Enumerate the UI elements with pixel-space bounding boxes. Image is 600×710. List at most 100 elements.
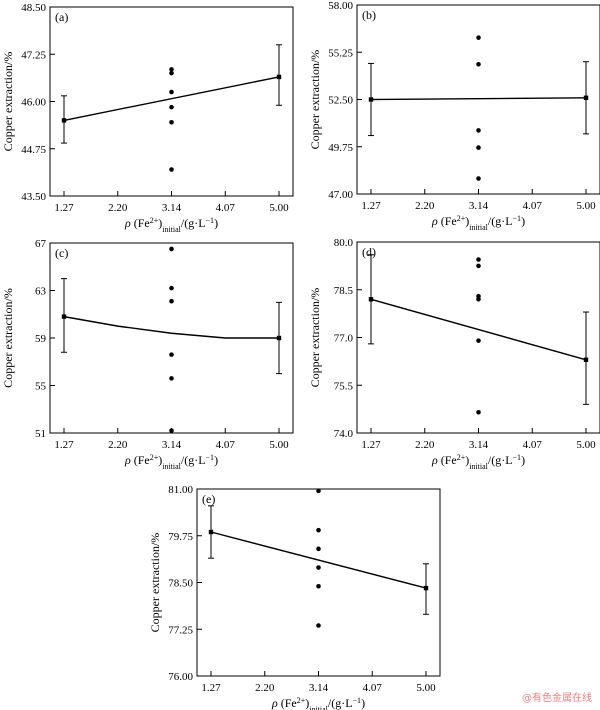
y-tick-label: 67 — [35, 238, 47, 250]
y-tick-label: 76.00 — [168, 671, 193, 683]
x-tick-label: 2.20 — [255, 682, 275, 694]
x-tick-label: 3.14 — [469, 200, 489, 212]
x-axis-label: ρ (Fe2+)initial/(g·L−1) — [124, 453, 218, 471]
x-tick-label: 2.20 — [108, 202, 128, 214]
chart-panel-3: (c) 1.27 2.20 3.14 4.07 5.00 51 55 59 63 67 Copper … — [1, 238, 294, 471]
data-point — [169, 246, 174, 252]
data-point — [476, 257, 481, 262]
data-point-mean — [368, 97, 374, 102]
y-tick-label: 78.50 — [168, 578, 193, 590]
y-tick-label: 48.50 — [21, 2, 46, 14]
data-point — [316, 488, 321, 494]
x-tick-label: 4.07 — [523, 439, 543, 451]
x-tick-label: 1.27 — [54, 439, 74, 451]
panel-label: (e) — [202, 492, 215, 506]
y-tick-label: 77.25 — [168, 624, 193, 636]
x-axis-label: ρ (Fe2+)initial/(g·L−1) — [431, 214, 525, 232]
data-point — [316, 527, 321, 533]
watermark-text: @有色金属在线 — [522, 693, 592, 704]
panel-label: (c) — [55, 246, 68, 260]
data-point — [476, 297, 481, 302]
data-point — [316, 623, 321, 628]
data-point — [169, 352, 174, 357]
fit-line — [370, 97, 587, 101]
y-tick-label: 79.75 — [168, 531, 193, 543]
y-tick-label: 46.00 — [21, 97, 46, 109]
y-tick-label: 55.25 — [328, 47, 353, 59]
x-tick-label: 5.00 — [416, 682, 436, 694]
data-point — [476, 145, 481, 150]
data-point-mean — [423, 585, 429, 591]
chart-panel-5: (e) 1.27 2.20 3.14 4.07 5.00 76.00 77.25 78.50 79… — [148, 484, 441, 710]
y-tick-label: 63 — [35, 286, 47, 298]
data-point — [169, 67, 174, 72]
data-point — [476, 293, 481, 299]
x-tick-label: 1.27 — [361, 439, 381, 451]
y-tick-label: 52.50 — [328, 95, 353, 107]
x-tick-label: 1.27 — [54, 202, 74, 214]
x-tick-label: 1.27 — [201, 682, 221, 694]
x-tick-label: 3.14 — [162, 202, 182, 214]
fit-line — [63, 76, 280, 122]
data-point — [169, 298, 174, 304]
data-point-mean — [208, 529, 214, 535]
y-tick-label: 55 — [35, 381, 47, 393]
fit-line — [210, 531, 427, 589]
y-axis-label: Copper extraction/% — [1, 52, 15, 152]
y-tick-label: 47.00 — [328, 189, 353, 201]
x-axis-label: ρ (Fe2+)initial/(g·L−1) — [431, 453, 525, 471]
data-point — [169, 119, 174, 125]
data-point-mean — [583, 357, 589, 362]
x-tick-label: 4.07 — [216, 439, 236, 451]
y-tick-label: 44.75 — [21, 144, 46, 156]
y-tick-label: 81.00 — [168, 484, 193, 496]
y-tick-label: 47.25 — [21, 49, 46, 61]
y-tick-label: 78.5 — [334, 285, 354, 297]
x-tick-label: 3.14 — [309, 682, 329, 694]
y-axis-label: Copper extraction/% — [1, 288, 15, 388]
x-axis-label: ρ (Fe2+)initial/(g·L−1) — [271, 696, 365, 710]
y-axis-label: Copper extraction/% — [148, 533, 162, 633]
x-tick-label: 2.20 — [415, 439, 435, 451]
y-axis-label: Copper extraction/% — [308, 50, 322, 150]
y-tick-label: 58.00 — [328, 0, 353, 12]
panel-label: (a) — [55, 10, 68, 24]
data-point-mean — [61, 314, 67, 319]
panel-label: (b) — [362, 8, 376, 22]
data-point — [476, 263, 481, 269]
x-tick-label: 1.27 — [361, 200, 381, 212]
x-tick-label: 5.00 — [269, 439, 289, 451]
data-point — [476, 35, 481, 40]
data-point — [169, 285, 174, 291]
x-tick-label: 3.14 — [469, 439, 489, 451]
data-point — [476, 338, 481, 343]
chart-panel-1: (a) 1.27 2.20 3.14 4.07 5.00 43.50 44.75 46.00 47… — [1, 2, 294, 234]
y-tick-label: 51 — [35, 428, 46, 440]
x-tick-label: 5.00 — [576, 200, 596, 212]
data-point — [169, 70, 174, 76]
data-point — [316, 565, 321, 570]
chart-panel-2: (b) 1.27 2.20 3.14 4.07 5.00 47.00 49.75 52.50 55… — [308, 0, 600, 232]
y-tick-label: 59 — [35, 333, 47, 345]
y-axis-label: Copper extraction/% — [308, 288, 322, 388]
x-tick-label: 4.07 — [363, 682, 383, 694]
fit-line — [63, 315, 279, 339]
data-point-mean — [583, 95, 589, 100]
x-tick-label: 3.14 — [162, 439, 182, 451]
y-tick-label: 75.5 — [334, 380, 354, 392]
y-tick-label: 43.50 — [21, 191, 46, 203]
x-tick-label: 5.00 — [576, 439, 596, 451]
data-point — [169, 428, 174, 433]
y-tick-label: 49.75 — [328, 142, 353, 154]
panel-label: (d) — [362, 245, 376, 259]
chart-panel-4: (d) 1.27 2.20 3.14 4.07 5.00 74.0 75.5 77.0 78.5 8… — [308, 237, 600, 471]
data-point — [476, 176, 481, 181]
x-tick-label: 5.00 — [269, 202, 289, 214]
data-point — [476, 128, 481, 133]
data-point — [476, 410, 481, 415]
data-point — [169, 167, 174, 172]
plot-frame — [356, 241, 600, 434]
data-point — [169, 376, 174, 381]
data-point-mean — [368, 297, 374, 302]
